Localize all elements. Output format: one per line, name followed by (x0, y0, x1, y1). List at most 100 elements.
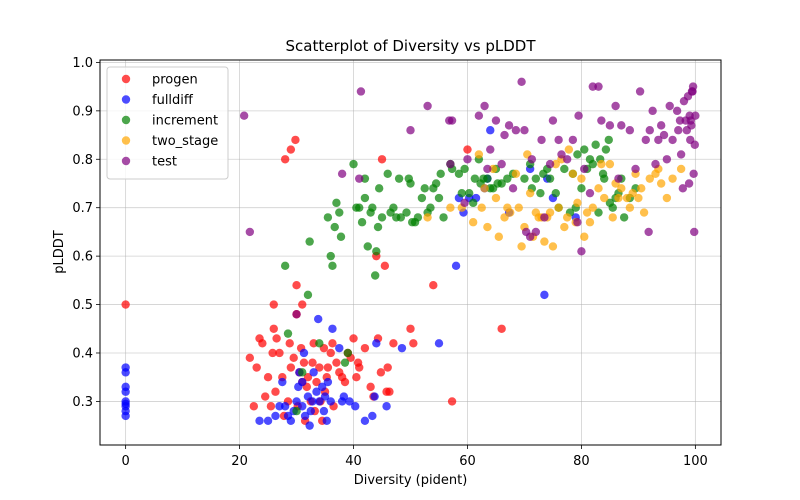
data-point-progen (349, 334, 358, 343)
data-point-test (665, 101, 674, 111)
data-point-progen (298, 300, 307, 309)
data-point-increment (551, 188, 560, 198)
data-point-test (355, 174, 364, 183)
data-point-test (594, 82, 603, 91)
data-point-two_stage (597, 159, 606, 169)
data-point-test (597, 116, 606, 125)
data-point-progen (429, 280, 438, 290)
y-tick-label: 0.6 (72, 250, 93, 265)
data-point-test (491, 116, 501, 125)
legend-frame (106, 66, 229, 180)
data-point-test (574, 111, 583, 120)
data-point-increment (588, 159, 598, 169)
data-point-test (245, 227, 255, 237)
data-point-test (480, 101, 489, 111)
data-point-test (508, 184, 518, 193)
data-point-increment (464, 188, 474, 198)
data-point-test (654, 135, 663, 145)
data-point-increment (439, 213, 448, 222)
data-point-increment (413, 213, 423, 222)
data-point-progen (291, 135, 300, 145)
data-point-two_stage (540, 237, 549, 246)
data-point-test (656, 121, 666, 130)
y-tick-label: 0.8 (72, 153, 93, 168)
data-point-fulldiff (309, 368, 318, 377)
data-point-increment (368, 203, 377, 212)
data-point-two_stage (637, 184, 646, 193)
data-point-test (676, 150, 686, 159)
data-point-progen (286, 145, 296, 154)
data-point-progen (409, 339, 418, 348)
data-point-two_stage (562, 213, 572, 222)
legend-marker-progen (121, 74, 131, 84)
data-point-two_stage (517, 242, 526, 251)
data-point-increment (431, 179, 441, 188)
data-point-fulldiff (299, 348, 309, 358)
data-point-fulldiff (382, 402, 391, 411)
data-point-increment (360, 193, 370, 203)
data-point-test (648, 106, 657, 116)
data-point-increment (417, 193, 427, 203)
data-point-increment (619, 213, 629, 222)
data-point-progen (299, 358, 309, 367)
data-point-test (617, 121, 626, 130)
data-point-progen (258, 339, 267, 348)
data-point-two_stage (668, 174, 677, 183)
data-point-progen (406, 324, 415, 333)
data-point-test (614, 174, 623, 183)
ticks-layer: 0 20 40 60 80 100 0.3 0.4 0.5 0.6 0.7 0.8 0.9 1.0 (72, 56, 707, 469)
data-point-increment (520, 174, 529, 183)
data-point-increment (503, 174, 512, 183)
x-axis-label: Diversity (pident) (354, 473, 468, 488)
data-point-test (356, 87, 366, 96)
data-point-progen (355, 363, 364, 372)
data-point-progen (352, 373, 361, 382)
data-point-increment (577, 184, 586, 193)
data-point-progen (289, 353, 298, 363)
data-point-fulldiff (326, 397, 335, 406)
legend-marker-increment (121, 115, 131, 125)
data-point-progen (389, 339, 398, 348)
data-point-progen (447, 397, 457, 406)
data-point-two_stage (477, 203, 486, 212)
data-point-progen (266, 402, 276, 411)
data-point-two_stage (577, 174, 586, 183)
data-point-fulldiff (315, 397, 324, 406)
data-point-progen (271, 387, 280, 396)
data-point-test (497, 159, 506, 169)
data-point-progen (245, 353, 255, 363)
data-point-test (651, 159, 660, 169)
data-point-test (548, 116, 558, 125)
data-point-test (668, 135, 677, 145)
data-point-fulldiff (540, 290, 549, 300)
data-point-test (562, 155, 572, 164)
data-point-increment (283, 329, 293, 338)
data-point-two_stage (564, 145, 574, 154)
data-point-two_stage (656, 179, 666, 188)
data-point-increment (323, 213, 333, 222)
data-point-test (690, 140, 699, 149)
data-point-test (474, 111, 484, 120)
data-point-test (504, 121, 514, 130)
data-point-test (486, 145, 495, 154)
data-point-two_stage (645, 174, 654, 183)
data-point-two_stage (500, 213, 509, 222)
data-point-progen (366, 382, 375, 392)
data-point-progen (121, 300, 130, 309)
data-point-increment (394, 174, 404, 183)
data-point-progen (252, 363, 261, 372)
data-point-two_stage (580, 232, 589, 241)
data-point-test (557, 150, 566, 159)
data-point-fulldiff (434, 339, 444, 348)
data-point-increment (396, 213, 406, 222)
x-tick-label: 100 (683, 454, 708, 469)
legend-marker-test (121, 156, 131, 166)
data-point-two_stage (634, 193, 643, 203)
data-point-fulldiff (292, 397, 301, 406)
data-point-fulldiff (314, 314, 323, 324)
data-point-fulldiff (306, 406, 315, 416)
data-point-progen (463, 145, 472, 154)
data-point-two_stage (560, 222, 569, 232)
